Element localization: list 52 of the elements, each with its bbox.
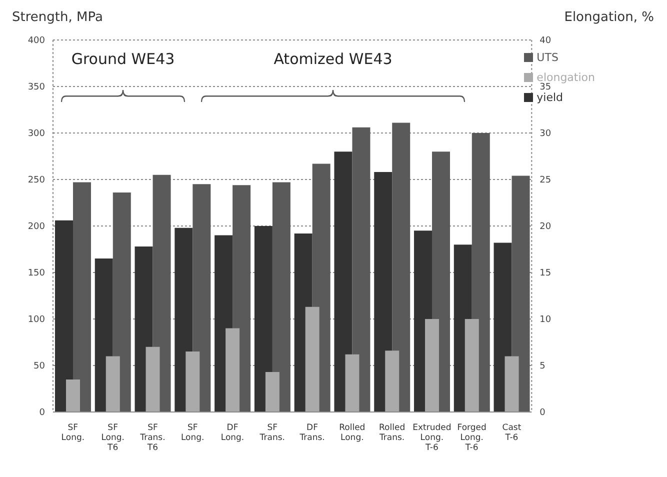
y2-tick-label: 35: [540, 82, 552, 93]
bar: [186, 352, 200, 412]
bar: [385, 350, 400, 412]
y-tick-label: 150: [28, 268, 46, 279]
x-tick-label: Extruded Long. T-6: [412, 423, 452, 453]
x-tick-label: SF Long.: [61, 423, 85, 443]
y-tick-label: 200: [28, 222, 46, 232]
bar: [334, 152, 352, 412]
x-tick-label: SF Long.: [180, 423, 204, 443]
y2-tick-label: 10: [540, 315, 552, 326]
legend-label: elongation: [536, 71, 595, 84]
y2-tick-label: 40: [540, 36, 552, 46]
annotation: Ground WE43: [70, 50, 176, 68]
y-tick-label: 50: [34, 362, 46, 372]
y-tick-label: 350: [28, 82, 46, 93]
y2-tick-label: 30: [540, 129, 552, 140]
bar: [112, 192, 131, 412]
x-tick-label: DF Trans.: [298, 423, 325, 443]
bar: [66, 379, 80, 412]
y2-tick-label: 5: [540, 362, 546, 372]
bar: [55, 220, 73, 412]
x-tick-label: Rolled Trans.: [378, 423, 406, 443]
bar: [272, 182, 290, 412]
bar: [392, 122, 410, 412]
y-tick-label: 400: [28, 36, 46, 46]
y-tick-label: 100: [28, 315, 46, 326]
y-tick-label: 300: [28, 129, 46, 140]
bar: [265, 372, 280, 412]
bar: [512, 176, 530, 412]
x-tick-label: DF Long.: [220, 423, 244, 443]
bar: [352, 127, 370, 412]
y-tick-label: 0: [39, 408, 46, 418]
x-tick-label: SF Trans. T6: [139, 423, 166, 453]
bar: [374, 172, 392, 412]
x-tick-label: SF Long. T6: [101, 423, 124, 453]
legend-label: UTS: [536, 51, 558, 64]
y-axis-title: Strength, MPa: [12, 10, 103, 25]
y2-tick-label: 0: [540, 408, 546, 418]
annotation: Atomized WE43: [272, 50, 394, 68]
bar: [254, 226, 272, 412]
bar: [345, 354, 360, 412]
legend-label: yield: [536, 91, 564, 104]
x-tick-label: Forged Long. T-6: [457, 423, 486, 453]
y2-tick-label: 20: [540, 222, 552, 232]
y2-tick-label: 25: [540, 176, 552, 186]
y2-tick-label: 15: [540, 268, 552, 279]
y-tick-label: 250: [28, 176, 46, 186]
bar: [73, 182, 91, 412]
y2-axis-title: Elongation, %: [564, 10, 654, 25]
x-tick-label: Cast T-6: [502, 423, 522, 443]
x-tick-label: SF Trans.: [258, 423, 285, 443]
x-tick-label: Rolled Long.: [339, 423, 366, 443]
